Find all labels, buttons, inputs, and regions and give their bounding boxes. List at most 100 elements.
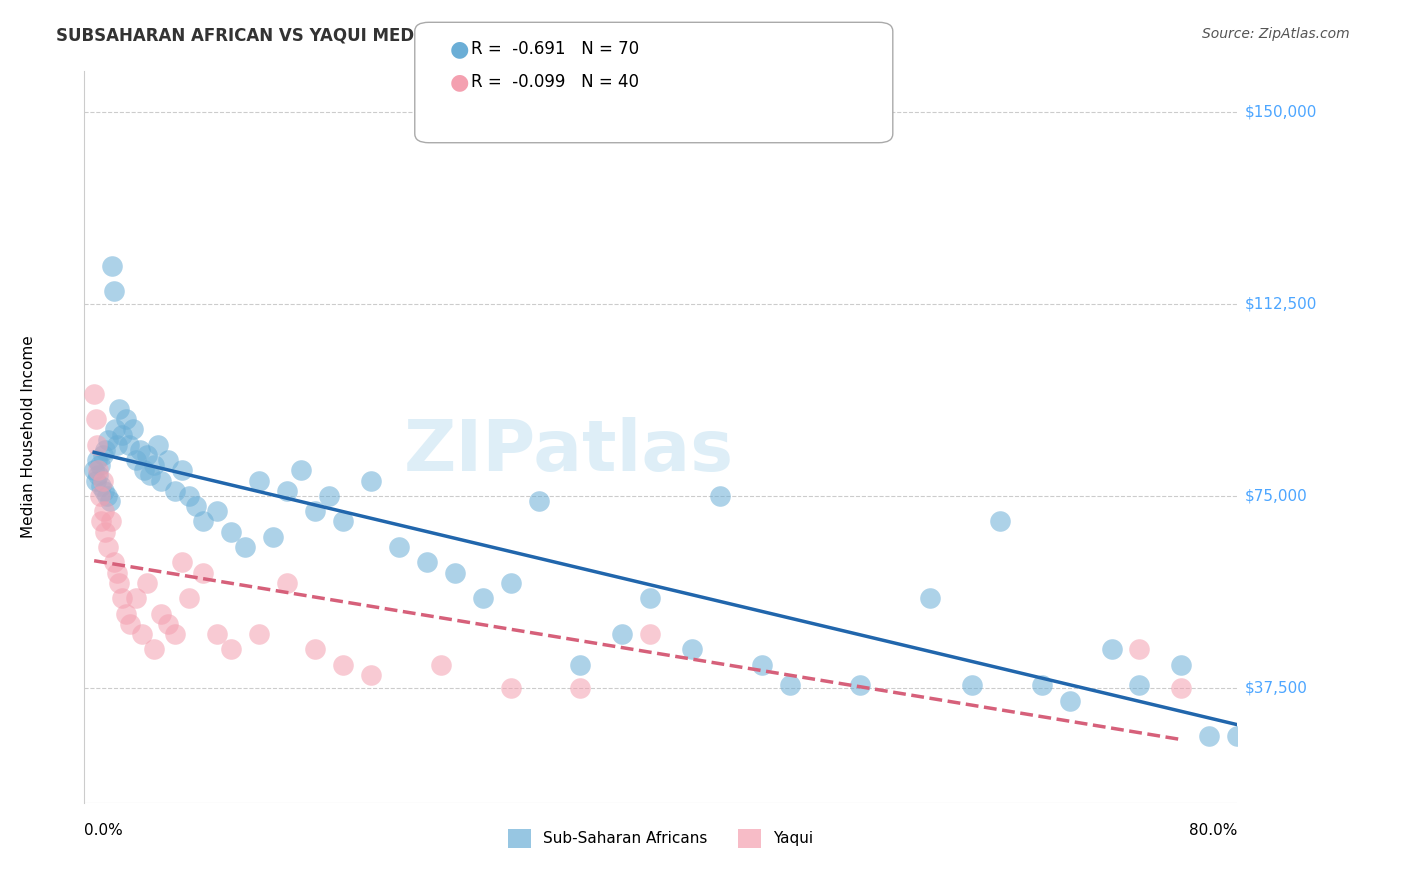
Text: R =  -0.691   N = 70: R = -0.691 N = 70 (471, 40, 640, 58)
Text: Source: ZipAtlas.com: Source: ZipAtlas.com (1202, 27, 1350, 41)
Point (89, 458, 111, 473)
Point (125, 591, 148, 606)
Point (191, 566, 214, 580)
Point (97, 433, 120, 447)
Point (1128, 642, 1150, 657)
Point (499, 575, 522, 590)
Point (1226, 729, 1249, 743)
Point (165, 483, 187, 498)
Point (191, 515, 214, 529)
Text: $75,000: $75,000 (1244, 489, 1308, 503)
Point (709, 489, 731, 503)
Point (93, 483, 115, 498)
Point (205, 627, 228, 641)
Point (103, 285, 125, 299)
Point (136, 575, 159, 590)
Point (1101, 642, 1123, 657)
Point (90, 515, 112, 529)
Point (918, 591, 941, 606)
Point (118, 438, 141, 452)
Point (104, 422, 127, 436)
Point (129, 442, 152, 457)
Point (111, 427, 134, 442)
Point (108, 575, 131, 590)
Point (96, 489, 118, 503)
Point (205, 504, 228, 518)
Point (276, 483, 298, 498)
Point (219, 642, 242, 657)
Point (97, 540, 120, 554)
Point (91, 448, 114, 462)
Point (83, 386, 105, 401)
Text: ZIPatlas: ZIPatlas (404, 417, 734, 486)
Point (360, 474, 382, 488)
Point (94, 524, 117, 539)
Point (105, 566, 128, 580)
Point (471, 591, 494, 606)
Point (276, 575, 298, 590)
Point (1198, 729, 1220, 743)
Point (83, 463, 105, 477)
Point (960, 678, 983, 692)
Point (134, 463, 156, 477)
Point (640, 627, 662, 641)
Point (143, 458, 166, 473)
Point (416, 555, 439, 569)
Text: 80.0%: 80.0% (1189, 823, 1237, 838)
Point (150, 474, 173, 488)
Point (98, 494, 121, 508)
Point (247, 627, 270, 641)
Point (332, 515, 354, 529)
Point (115, 607, 138, 621)
Point (233, 540, 256, 554)
Point (103, 555, 125, 569)
Point (499, 681, 522, 695)
Point (1059, 693, 1081, 707)
Point (87, 468, 110, 483)
Point (101, 259, 124, 273)
Point (318, 489, 340, 503)
Point (429, 657, 451, 672)
Text: SUBSAHARAN AFRICAN VS YAQUI MEDIAN HOUSEHOLD INCOME CORRELATION CHART: SUBSAHARAN AFRICAN VS YAQUI MEDIAN HOUSE… (56, 27, 856, 45)
Point (93, 504, 115, 518)
Point (219, 524, 242, 539)
Point (120, 616, 142, 631)
Point (84, 474, 107, 488)
Legend: Sub-Saharan Africans, Yaqui: Sub-Saharan Africans, Yaqui (502, 822, 820, 854)
Point (247, 474, 270, 488)
Point (186, 499, 208, 513)
Point (139, 468, 162, 483)
Point (148, 438, 170, 452)
Point (569, 657, 592, 672)
Point (172, 555, 194, 569)
Point (360, 668, 382, 682)
Text: R =  -0.099   N = 40: R = -0.099 N = 40 (471, 73, 638, 91)
Text: $37,500: $37,500 (1244, 681, 1308, 695)
Point (89, 489, 111, 503)
Text: ●: ● (450, 72, 470, 92)
Point (157, 616, 180, 631)
Point (388, 540, 411, 554)
Point (612, 627, 634, 641)
Point (1170, 657, 1192, 672)
Point (1128, 678, 1150, 692)
Point (681, 642, 703, 657)
Point (105, 438, 128, 452)
Point (304, 504, 326, 518)
Point (527, 494, 550, 508)
Point (84, 412, 107, 426)
Point (988, 515, 1011, 529)
Point (131, 627, 153, 641)
Point (1170, 681, 1192, 695)
Point (332, 657, 354, 672)
Point (165, 627, 187, 641)
Point (262, 530, 284, 544)
Point (94, 442, 117, 457)
Point (179, 489, 201, 503)
Point (751, 657, 773, 672)
Point (849, 678, 872, 692)
Point (86, 453, 108, 467)
Text: ●: ● (450, 39, 470, 59)
Text: $112,500: $112,500 (1244, 297, 1316, 311)
Point (122, 422, 145, 436)
